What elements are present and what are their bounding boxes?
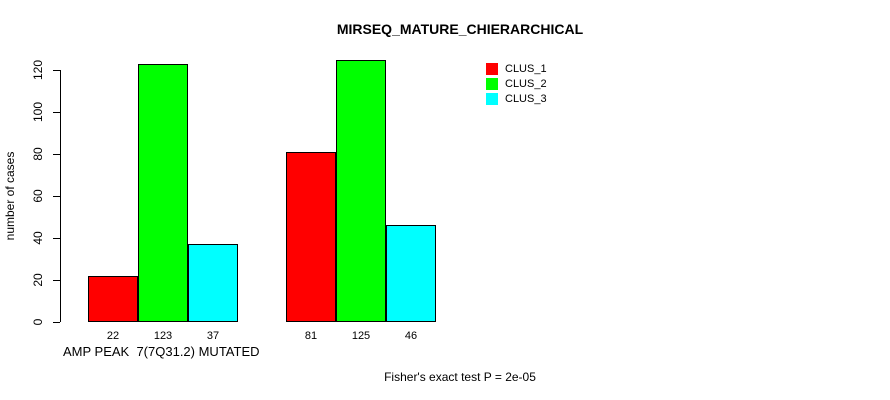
bar-value-label: 123 <box>153 330 173 342</box>
bar-clus_2-group1 <box>138 63 188 322</box>
chart-title: MIRSEQ_MATURE_CHIERARCHICAL <box>336 21 584 37</box>
y-tick <box>53 154 60 155</box>
legend-label: CLUS_2 <box>505 78 547 90</box>
bar-clus_1-group2 <box>286 151 336 322</box>
bar-value-label: 37 <box>206 330 220 342</box>
legend-item-clus_2: CLUS_2 <box>486 77 547 91</box>
bar-value-label: 22 <box>106 330 120 342</box>
bar-clus_3-group1 <box>188 244 238 322</box>
y-axis-line <box>60 70 61 322</box>
legend-label: CLUS_3 <box>505 93 547 105</box>
y-tick <box>53 70 60 71</box>
y-tick-label: 60 <box>31 189 45 203</box>
legend: CLUS_1 CLUS_2 CLUS_3 <box>486 62 547 107</box>
bar-clus_3-group2 <box>386 225 436 322</box>
bar-clus_2-group2 <box>336 59 386 322</box>
y-tick-label: 100 <box>31 101 45 123</box>
y-tick-label: 0 <box>31 318 45 326</box>
caption-pvalue: Fisher's exact test P = 2e-05 <box>384 370 536 384</box>
bar-value-label: 81 <box>304 330 318 342</box>
y-tick <box>53 238 60 239</box>
y-tick-label: 80 <box>31 147 45 161</box>
legend-swatch-icon <box>486 93 498 105</box>
y-tick <box>53 322 60 323</box>
y-tick <box>53 112 60 113</box>
y-axis-label: number of cases <box>3 151 17 241</box>
y-tick <box>53 196 60 197</box>
legend-swatch-icon <box>486 78 498 90</box>
bar-value-label: 46 <box>404 330 418 342</box>
legend-item-clus_3: CLUS_3 <box>486 92 547 106</box>
legend-label: CLUS_1 <box>505 63 547 75</box>
y-tick-label: 20 <box>31 273 45 287</box>
bar-value-label: 125 <box>351 330 371 342</box>
y-tick-label: 120 <box>31 59 45 81</box>
y-tick <box>53 280 60 281</box>
legend-item-clus_1: CLUS_1 <box>486 62 547 76</box>
legend-swatch-icon <box>486 63 498 75</box>
y-tick-label: 40 <box>31 231 45 245</box>
x-group-label: AMP PEAK 7(7Q31.2) MUTATED <box>63 344 260 359</box>
bar-clus_1-group1 <box>88 275 138 322</box>
